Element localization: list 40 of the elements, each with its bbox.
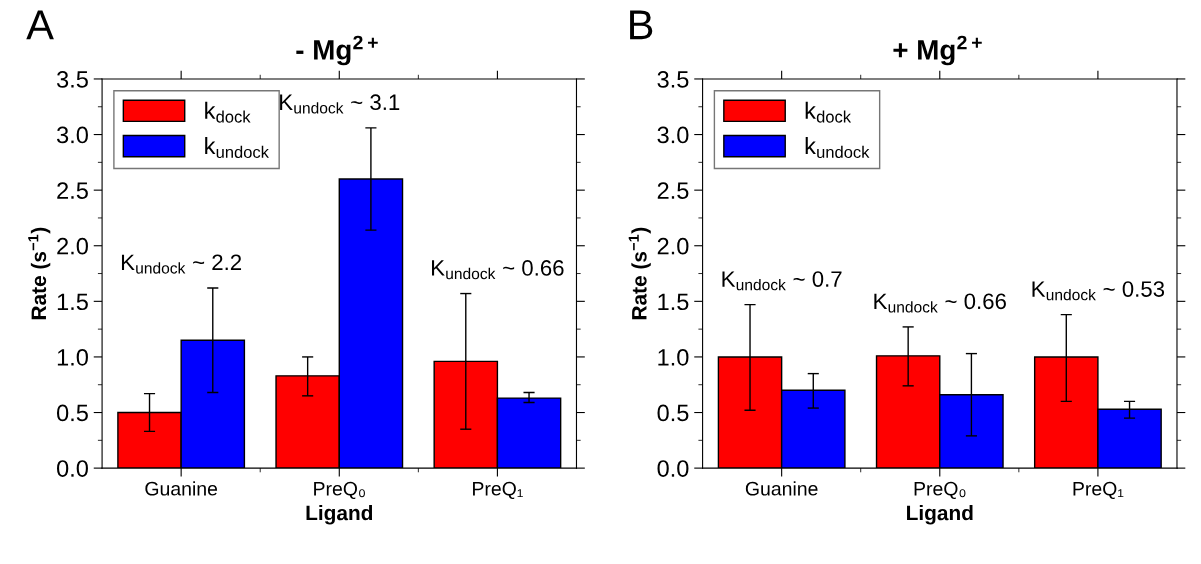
x-tick-label: PreQ₀ bbox=[314, 481, 365, 500]
legend-label: k$_{dock}$ bbox=[805, 101, 852, 123]
y-tick-label: 0.5 bbox=[56, 404, 88, 422]
y-axis-title: Rate (s$^{−1}$) bbox=[628, 227, 651, 320]
x-tick-label: Guanine bbox=[745, 481, 818, 496]
x-axis-title: Ligand bbox=[306, 505, 373, 525]
legend-label: k$_{undock}$ bbox=[205, 136, 269, 158]
y-tick-label: 1.0 bbox=[57, 349, 88, 366]
y-tick-label: 2.0 bbox=[57, 237, 88, 255]
y-tick-label: 1.5 bbox=[658, 293, 689, 311]
y-tick-label: 0.5 bbox=[657, 404, 689, 422]
x-tick-label: PreQ₀ bbox=[914, 481, 966, 500]
y-tick-label: 2.5 bbox=[57, 182, 88, 199]
legend-label: k$_{dock}$ bbox=[205, 101, 251, 123]
chart-title: - Mg$^{2+}$ bbox=[296, 35, 378, 66]
x-tick-label: PreQ₁ bbox=[1073, 481, 1124, 500]
x-tick-label: Guanine bbox=[145, 481, 218, 496]
x-axis-title: Ligand bbox=[907, 505, 973, 525]
annotation: K$_{undock}$ ~ 0.66 bbox=[874, 293, 1006, 313]
annotation: K$_{undock}$ ~ 3.1 bbox=[280, 94, 400, 114]
y-tick-label: 3.0 bbox=[56, 126, 88, 144]
y-tick-label: 0.0 bbox=[56, 460, 88, 477]
annotation: K$_{undock}$ ~ 2.2 bbox=[121, 254, 242, 274]
y-tick-label: 3.5 bbox=[56, 71, 88, 88]
y-tick-label: 0.0 bbox=[657, 460, 689, 477]
y-tick-label: 3.0 bbox=[657, 126, 689, 144]
y-tick-label: 1.5 bbox=[57, 293, 88, 311]
text: A bbox=[26, 10, 54, 40]
annotation: K$_{undock}$ ~ 0.66 bbox=[432, 260, 564, 280]
legend-label: k$_{undock}$ bbox=[805, 136, 870, 158]
y-tick-label: 2.5 bbox=[657, 182, 689, 199]
y-tick-label: 3.5 bbox=[657, 71, 689, 88]
text: B bbox=[630, 10, 653, 40]
annotation: K$_{undock}$ ~ 0.7 bbox=[722, 271, 842, 291]
y-tick-label: 2.0 bbox=[657, 237, 689, 255]
chart-title: + Mg$^{2+}$ bbox=[893, 35, 982, 66]
y-axis-title: Rate (s$^{−1}$) bbox=[28, 227, 51, 320]
y-tick-label: 1.0 bbox=[658, 349, 689, 366]
x-tick-label: PreQ₁ bbox=[473, 481, 523, 500]
annotation: K$_{undock}$ ~ 0.53 bbox=[1032, 281, 1165, 301]
